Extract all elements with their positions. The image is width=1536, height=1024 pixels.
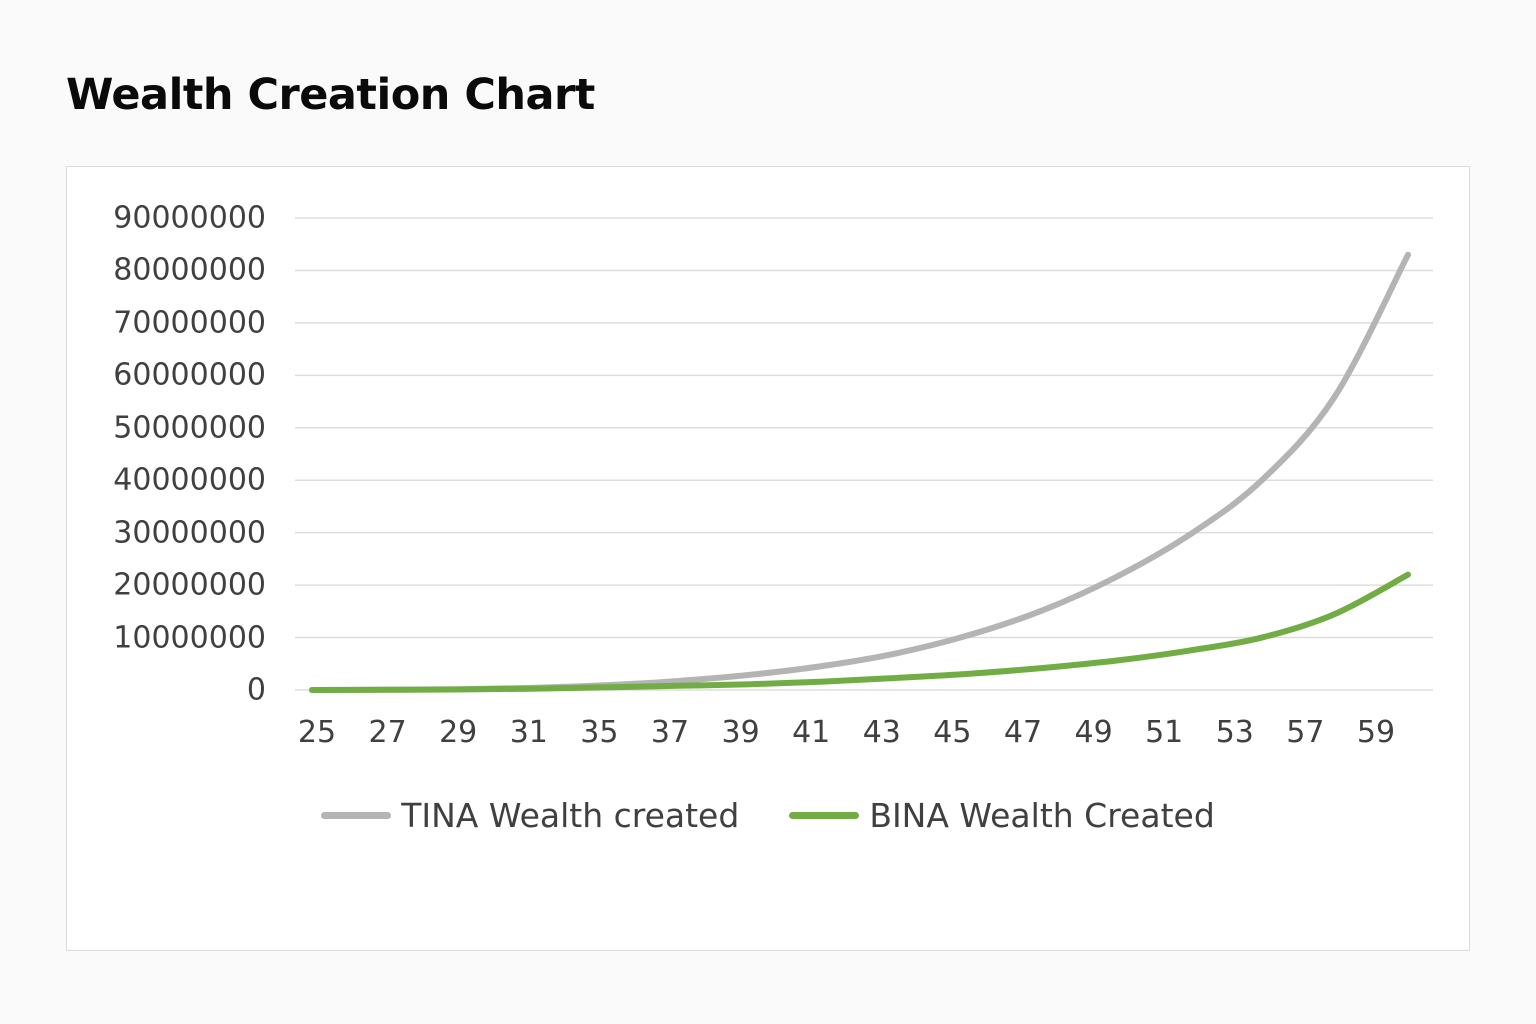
y-tick-label: 60000000 bbox=[113, 357, 266, 393]
series-line-bina[interactable] bbox=[309, 571, 1411, 693]
y-tick-label: 20000000 bbox=[113, 567, 266, 603]
x-tick-label: 27 bbox=[368, 715, 407, 750]
series-line-tina[interactable] bbox=[309, 251, 1411, 693]
chart-legend: TINA Wealth created BINA Wealth Created bbox=[0, 796, 1536, 835]
y-tick-label: 30000000 bbox=[113, 515, 266, 551]
page-title: Wealth Creation Chart bbox=[66, 70, 595, 120]
y-tick-label: 0 bbox=[246, 672, 266, 708]
y-tick-label: 50000000 bbox=[113, 410, 266, 446]
y-tick-label: 70000000 bbox=[113, 305, 266, 341]
x-tick-label: 57 bbox=[1286, 715, 1325, 750]
legend-label-tina: TINA Wealth created bbox=[401, 796, 740, 835]
chart-card bbox=[66, 166, 1470, 951]
y-tick-label: 80000000 bbox=[113, 252, 266, 288]
legend-item-tina[interactable]: TINA Wealth created bbox=[321, 796, 739, 835]
x-tick-label: 39 bbox=[721, 715, 760, 750]
x-tick-label: 35 bbox=[580, 715, 619, 750]
x-tick-label: 59 bbox=[1356, 715, 1396, 750]
legend-label-bina: BINA Wealth Created bbox=[869, 796, 1215, 835]
legend-swatch-tina-icon bbox=[321, 812, 392, 819]
x-tick-label: 37 bbox=[650, 715, 690, 750]
x-tick-label: 41 bbox=[792, 715, 831, 750]
x-tick-label: 43 bbox=[862, 715, 901, 750]
y-tick-label: 10000000 bbox=[113, 620, 266, 656]
x-tick-label: 45 bbox=[933, 715, 972, 750]
x-tick-label: 49 bbox=[1074, 715, 1113, 750]
x-tick-label: 29 bbox=[439, 715, 478, 750]
x-tick-label: 25 bbox=[297, 715, 337, 750]
x-tick-label: 31 bbox=[509, 715, 548, 750]
x-tick-label: 53 bbox=[1215, 715, 1254, 750]
x-tick-label: 51 bbox=[1145, 715, 1184, 750]
x-tick-label: 47 bbox=[1003, 715, 1043, 750]
legend-swatch-bina-icon bbox=[789, 812, 860, 819]
y-tick-label: 90000000 bbox=[113, 200, 266, 236]
y-tick-label: 40000000 bbox=[113, 462, 266, 498]
legend-item-bina[interactable]: BINA Wealth Created bbox=[789, 796, 1215, 835]
